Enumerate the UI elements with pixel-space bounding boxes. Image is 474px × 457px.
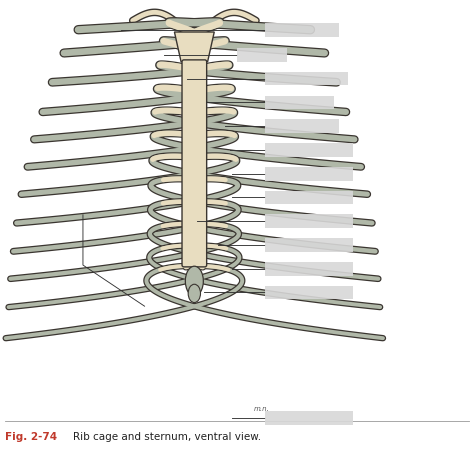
Ellipse shape [188, 284, 201, 303]
FancyBboxPatch shape [265, 96, 334, 109]
FancyBboxPatch shape [265, 262, 353, 276]
FancyBboxPatch shape [265, 23, 339, 37]
Text: Fig. 2-74: Fig. 2-74 [5, 431, 57, 441]
FancyBboxPatch shape [265, 238, 353, 252]
FancyBboxPatch shape [265, 191, 353, 204]
FancyBboxPatch shape [265, 167, 353, 181]
FancyBboxPatch shape [265, 411, 353, 425]
FancyBboxPatch shape [265, 286, 353, 299]
FancyBboxPatch shape [237, 48, 287, 62]
Text: Rib cage and sternum, ventral view.: Rib cage and sternum, ventral view. [73, 431, 262, 441]
FancyBboxPatch shape [265, 119, 339, 133]
FancyBboxPatch shape [265, 214, 353, 228]
Ellipse shape [185, 266, 203, 296]
FancyBboxPatch shape [265, 143, 353, 157]
FancyBboxPatch shape [265, 72, 348, 85]
Text: m.n.: m.n. [254, 405, 269, 412]
FancyBboxPatch shape [182, 60, 207, 267]
Polygon shape [174, 32, 214, 62]
